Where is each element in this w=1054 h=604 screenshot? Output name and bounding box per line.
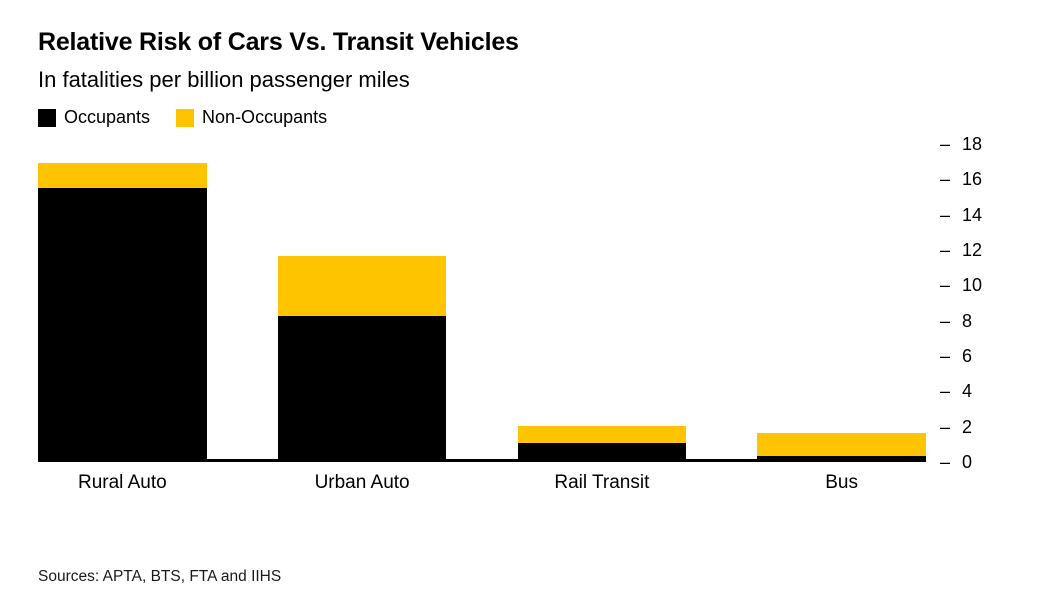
bar-segment-occupants xyxy=(277,315,447,459)
y-axis: –0–2–4–6–8–10–12–14–16–18 xyxy=(926,134,1016,472)
bar-segment-occupants xyxy=(38,187,207,459)
y-tick-0: –0 xyxy=(940,451,1016,473)
y-tick-mark: – xyxy=(940,134,951,154)
y-tick-label: 4 xyxy=(962,381,973,402)
y-tick-mark: – xyxy=(940,416,951,437)
bar-segment-occupants xyxy=(517,443,687,459)
bar-segment-non-occupants xyxy=(277,256,447,316)
y-tick-label: 2 xyxy=(962,416,973,437)
y-tick-16: –16 xyxy=(940,168,1016,190)
y-tick-label: 12 xyxy=(962,240,983,261)
y-tick-label: 14 xyxy=(962,204,983,225)
y-tick-18: –18 xyxy=(940,133,1016,155)
y-tick-label: 0 xyxy=(962,452,973,472)
y-tick-mark: – xyxy=(940,310,951,331)
x-label-rural-auto: Rural Auto xyxy=(77,472,167,493)
y-tick-mark: – xyxy=(940,240,951,261)
y-tick-10: –10 xyxy=(940,274,1016,296)
y-tick-mark: – xyxy=(940,275,951,296)
chart-subtitle: In fatalities per billion passenger mile… xyxy=(38,67,410,92)
legend: Occupants Non-Occupants xyxy=(38,107,1016,128)
legend-label-non-occupants: Non-Occupants xyxy=(202,107,328,127)
y-tick-4: –4 xyxy=(940,380,1016,402)
bar-chart: –0–2–4–6–8–10–12–14–16–18 xyxy=(38,134,1016,472)
x-axis-labels: Rural Auto Urban Auto Rail Transit Bus xyxy=(38,472,926,494)
bars-container xyxy=(38,144,926,459)
y-tick-12: –12 xyxy=(940,239,1016,261)
x-label-bus: Bus xyxy=(825,472,858,493)
chart-title: Relative Risk of Cars Vs. Transit Vehicl… xyxy=(38,28,519,56)
legend-item-non-occupants: Non-Occupants xyxy=(176,107,327,128)
y-tick-label: 8 xyxy=(962,310,973,331)
y-tick-mark: – xyxy=(940,452,951,472)
y-tick-mark: – xyxy=(940,204,951,225)
bar-rail-transit xyxy=(517,425,687,459)
bar-segment-non-occupants xyxy=(38,163,207,188)
bar-segment-non-occupants xyxy=(517,425,687,444)
y-tick-mark: – xyxy=(940,169,951,190)
x-label-urban-auto: Urban Auto xyxy=(314,472,410,493)
y-tick-14: –14 xyxy=(940,204,1016,226)
y-tick-mark: – xyxy=(940,381,951,402)
legend-label-occupants: Occupants xyxy=(64,107,151,127)
y-tick-6: –6 xyxy=(940,345,1016,367)
bar-bus xyxy=(757,432,926,459)
y-tick-mark: – xyxy=(940,346,951,367)
legend-item-occupants: Occupants xyxy=(38,107,150,128)
bar-segment-non-occupants xyxy=(757,432,926,456)
bar-urban-auto xyxy=(277,256,447,459)
bar-segment-occupants xyxy=(757,455,926,459)
x-label-rail-transit: Rail Transit xyxy=(554,472,650,493)
y-tick-2: –2 xyxy=(940,416,1016,438)
y-tick-8: –8 xyxy=(940,310,1016,332)
y-tick-label: 6 xyxy=(962,346,973,367)
occupants-swatch-icon xyxy=(38,108,56,127)
y-tick-label: 10 xyxy=(962,275,983,296)
non-occupants-swatch-icon xyxy=(176,108,195,127)
y-tick-label: 18 xyxy=(962,134,983,154)
y-tick-label: 16 xyxy=(962,169,983,190)
plot-area xyxy=(38,144,926,462)
sources-note: Sources: APTA, BTS, FTA and IIHS xyxy=(38,568,282,585)
bar-rural-auto xyxy=(38,163,207,459)
